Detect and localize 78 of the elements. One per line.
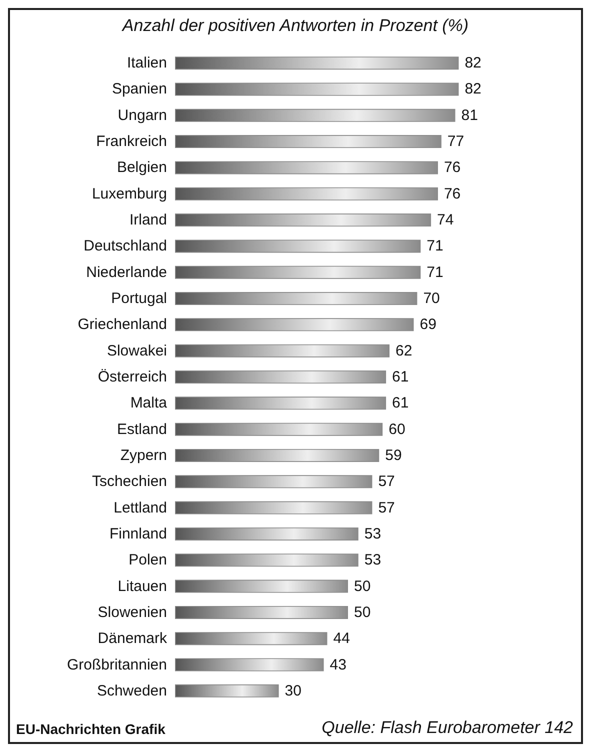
data-label: 62 [396, 342, 412, 360]
data-label: 44 [333, 630, 350, 648]
y-tick-label: Großbritannien [66, 656, 167, 674]
y-tick-label: Spanien [112, 80, 167, 98]
data-label: 60 [388, 420, 406, 438]
data-label: 74 [437, 212, 454, 229]
y-tick-label: Tschechien [92, 473, 167, 490]
data-label: 70 [423, 290, 440, 308]
bar [175, 187, 438, 200]
y-tick-label: Niederlande [86, 264, 167, 281]
y-tick-label: Frankreich [96, 133, 167, 150]
bar [175, 632, 328, 646]
bar [175, 344, 390, 358]
y-tick-label: Portugal [111, 290, 167, 308]
data-label: 59 [385, 446, 402, 464]
data-label: 50 [354, 604, 371, 621]
bar [175, 527, 358, 540]
bar [175, 56, 459, 70]
y-tick-label: Ungarn [118, 106, 167, 124]
bar [175, 396, 386, 410]
bar [175, 292, 418, 306]
data-label: 57 [378, 499, 395, 516]
y-tick-label: Litauen [118, 578, 167, 595]
data-label: 50 [354, 578, 371, 595]
chart-subtitle: Anzahl der positiven Antworten in Prozent (%) [121, 16, 469, 35]
y-tick-label: Irland [129, 212, 167, 229]
bar [175, 658, 324, 672]
data-label: 82 [464, 80, 482, 98]
y-tick-label: Italien [126, 54, 167, 72]
bar [175, 370, 386, 384]
y-tick-label: Schweden [96, 682, 167, 700]
data-label: 61 [392, 394, 409, 412]
bar [175, 108, 456, 122]
text: EU-Nachrichten Grafik [16, 721, 166, 737]
bar [175, 554, 358, 567]
y-tick-label: Estland [116, 420, 167, 438]
bar [175, 161, 438, 174]
y-tick-label: Österreich [98, 368, 167, 386]
data-label: 77 [447, 133, 464, 150]
source-note: Quelle: Flash Eurobarometer 142 [322, 718, 574, 737]
bar [175, 448, 380, 462]
y-tick-label: Finnland [109, 525, 167, 542]
data-label: 71 [426, 264, 444, 281]
y-tick-label: Polen [128, 552, 167, 569]
data-label: 61 [392, 368, 409, 386]
data-label: 53 [364, 525, 382, 542]
y-tick-label: Belgien [116, 159, 167, 176]
data-label: 82 [464, 54, 482, 72]
data-label: 53 [364, 552, 382, 569]
bar [175, 475, 372, 488]
y-tick-label: Zypern [120, 446, 167, 464]
y-tick-label: Luxemburg [92, 185, 167, 202]
data-label: 81 [461, 106, 478, 124]
y-tick-label: Griechenland [78, 316, 167, 334]
y-tick-label: Dänemark [98, 630, 168, 648]
bar [175, 501, 372, 514]
data-label: 71 [426, 238, 444, 255]
bar [175, 580, 348, 593]
data-label: 43 [330, 656, 346, 674]
data-label: 76 [444, 185, 461, 202]
y-tick-label: Slowakei [106, 342, 167, 360]
bar [175, 240, 421, 253]
data-label: 57 [378, 473, 395, 490]
data-label: 76 [444, 159, 461, 176]
bar [175, 318, 414, 332]
y-tick-label: Lettland [114, 499, 167, 516]
data-label: 30 [284, 682, 302, 700]
bar [175, 82, 459, 96]
y-tick-label: Malta [130, 394, 168, 412]
bar [175, 422, 383, 436]
bar [175, 135, 442, 148]
bar [175, 266, 421, 279]
data-label: 69 [420, 316, 436, 334]
y-tick-label: Deutschland [84, 238, 167, 255]
y-tick-label: Slowenien [98, 604, 167, 621]
bar [175, 214, 432, 227]
bar [175, 606, 348, 619]
bar [175, 684, 279, 698]
